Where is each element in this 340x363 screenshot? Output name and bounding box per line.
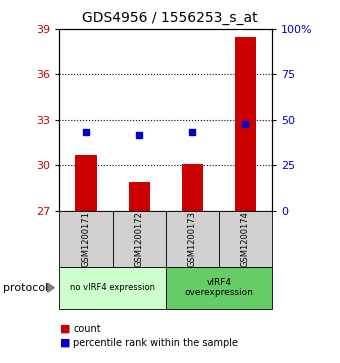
Text: vIRF4
overexpression: vIRF4 overexpression <box>184 278 253 297</box>
Text: no vIRF4 expression: no vIRF4 expression <box>70 283 155 292</box>
Text: GSM1200172: GSM1200172 <box>135 211 144 266</box>
Bar <box>235 37 256 211</box>
Bar <box>182 164 203 211</box>
Text: GSM1200174: GSM1200174 <box>241 211 250 266</box>
Text: GSM1200173: GSM1200173 <box>188 211 197 267</box>
Text: GSM1200171: GSM1200171 <box>82 211 90 266</box>
Text: count: count <box>73 323 101 334</box>
Bar <box>75 155 97 211</box>
Text: ■: ■ <box>59 338 70 348</box>
Text: GDS4956 / 1556253_s_at: GDS4956 / 1556253_s_at <box>82 11 258 25</box>
Text: percentile rank within the sample: percentile rank within the sample <box>73 338 238 348</box>
Bar <box>129 182 150 211</box>
Text: protocol: protocol <box>3 283 49 293</box>
Text: ■: ■ <box>59 323 70 334</box>
